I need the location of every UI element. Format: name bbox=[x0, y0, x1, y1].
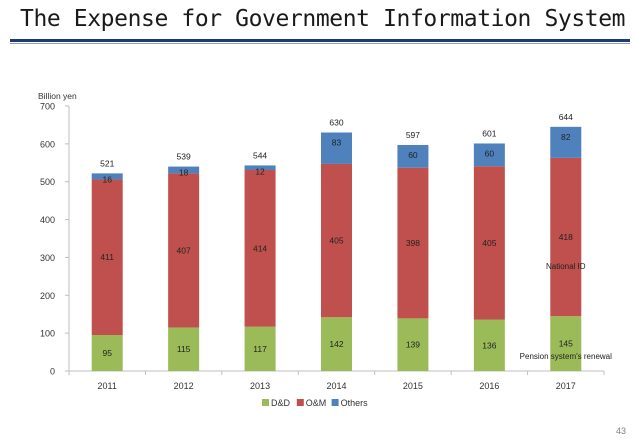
data-label: 83 bbox=[332, 138, 342, 148]
x-tick-label: 2011 bbox=[98, 381, 117, 391]
y-tick-label: 400 bbox=[40, 215, 55, 225]
bar-segment bbox=[168, 166, 200, 174]
slide-title: The Expense for Government Information S… bbox=[20, 6, 626, 32]
data-label: 398 bbox=[406, 238, 420, 248]
bar-segment bbox=[550, 316, 582, 371]
x-tick-label: 2014 bbox=[326, 381, 346, 391]
total-label: 630 bbox=[329, 118, 343, 128]
legend-label: D&D bbox=[271, 398, 291, 408]
data-label: 12 bbox=[255, 166, 265, 176]
total-label: 601 bbox=[482, 128, 496, 138]
data-label: 95 bbox=[102, 348, 112, 358]
y-tick-label: 300 bbox=[40, 253, 55, 263]
data-label: 60 bbox=[408, 150, 418, 160]
bar-segment bbox=[397, 318, 429, 371]
x-tick-label: 2015 bbox=[403, 381, 423, 391]
legend-label: Others bbox=[341, 398, 369, 408]
title-rule bbox=[10, 39, 630, 42]
total-label: 521 bbox=[100, 158, 114, 168]
legend-label: O&M bbox=[306, 398, 327, 408]
data-label: 139 bbox=[406, 340, 420, 350]
y-tick-label: 700 bbox=[40, 102, 55, 112]
bar-segment bbox=[321, 317, 352, 371]
bar-segment bbox=[91, 173, 123, 180]
data-label: 16 bbox=[102, 174, 112, 184]
bar-segment bbox=[321, 163, 352, 318]
bar-segment bbox=[397, 144, 429, 168]
y-tick-label: 200 bbox=[40, 291, 55, 301]
y-tick-label: 0 bbox=[50, 367, 55, 377]
data-label: 136 bbox=[482, 340, 496, 350]
bar-segment bbox=[473, 166, 505, 320]
bar-segment bbox=[473, 143, 505, 167]
bar-segment bbox=[473, 319, 505, 371]
bar-segment bbox=[244, 326, 276, 371]
x-tick-label: 2012 bbox=[174, 381, 194, 391]
total-label: 544 bbox=[253, 150, 267, 160]
page-number: 43 bbox=[615, 426, 626, 436]
bar-segment bbox=[397, 167, 429, 319]
title-rule-thin bbox=[10, 43, 630, 44]
data-label: 405 bbox=[482, 238, 496, 248]
y-axis-title: Billion yen bbox=[38, 91, 77, 101]
y-tick-label: 100 bbox=[40, 329, 55, 339]
x-tick-label: 2016 bbox=[479, 381, 499, 391]
data-label: 117 bbox=[253, 344, 267, 354]
data-label: 142 bbox=[329, 339, 343, 349]
x-tick-label: 2013 bbox=[250, 381, 270, 391]
data-label: 411 bbox=[100, 252, 114, 262]
data-label: 115 bbox=[177, 344, 191, 354]
data-label: 418 bbox=[559, 232, 573, 242]
data-label: 405 bbox=[329, 236, 343, 246]
annotation: National ID bbox=[546, 262, 586, 271]
annotation: Pension system's renewal bbox=[520, 352, 612, 361]
bar-segment bbox=[550, 157, 582, 317]
legend-swatch bbox=[296, 399, 304, 406]
data-label: 414 bbox=[253, 243, 267, 253]
total-label: 644 bbox=[559, 112, 573, 122]
legend-swatch bbox=[262, 399, 269, 406]
bar-segment bbox=[91, 335, 123, 371]
y-tick-label: 600 bbox=[40, 139, 55, 149]
data-label: 18 bbox=[179, 168, 189, 178]
bar-segment bbox=[244, 169, 276, 327]
bar-segment bbox=[168, 327, 200, 371]
bar-segment bbox=[168, 173, 200, 328]
bar-segment bbox=[550, 126, 582, 158]
data-label: 145 bbox=[559, 339, 573, 349]
bar-segment bbox=[244, 165, 276, 170]
total-label: 597 bbox=[406, 130, 420, 140]
total-label: 539 bbox=[177, 152, 191, 162]
data-label: 60 bbox=[485, 148, 495, 158]
data-label: 82 bbox=[561, 132, 571, 142]
data-label: 407 bbox=[177, 245, 191, 255]
x-tick-label: 2017 bbox=[556, 381, 576, 391]
y-tick-label: 500 bbox=[40, 177, 55, 187]
bar-segment bbox=[321, 132, 352, 164]
legend-swatch bbox=[331, 399, 339, 406]
bar-segment bbox=[91, 179, 123, 336]
